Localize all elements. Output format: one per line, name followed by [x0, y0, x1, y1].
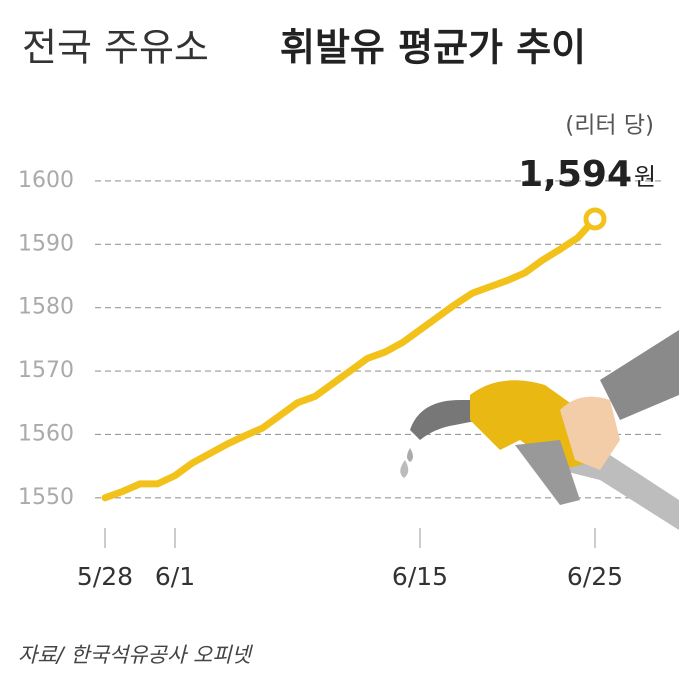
source: 자료/ 한국석유공사 오피넷 [18, 643, 254, 667]
y-tick-label: 1600 [18, 168, 74, 193]
end-marker [583, 207, 607, 231]
line [101, 215, 599, 502]
y-tick-label: 1580 [18, 295, 74, 320]
y-tick-label: 1590 [18, 231, 74, 256]
x-tick-label: 5/28 [77, 562, 133, 591]
value-label-unit: 원 [634, 163, 656, 191]
nozzle-illustration [400, 330, 679, 530]
y-tick-label: 1560 [18, 421, 74, 446]
unit-note: (리터 당) [565, 113, 654, 139]
x-tick-label: 6/1 [155, 562, 195, 591]
value-label: 1,594 [518, 154, 632, 195]
y-tick-label: 1570 [18, 358, 74, 383]
chart-title: 전국 주유소 [22, 26, 209, 70]
chart-title-bold: 휘발유 평균가 추이 [280, 26, 586, 70]
x-tick-label: 6/15 [392, 562, 448, 591]
x-tick-label: 6/25 [567, 562, 623, 591]
y-tick-label: 1550 [18, 485, 74, 510]
